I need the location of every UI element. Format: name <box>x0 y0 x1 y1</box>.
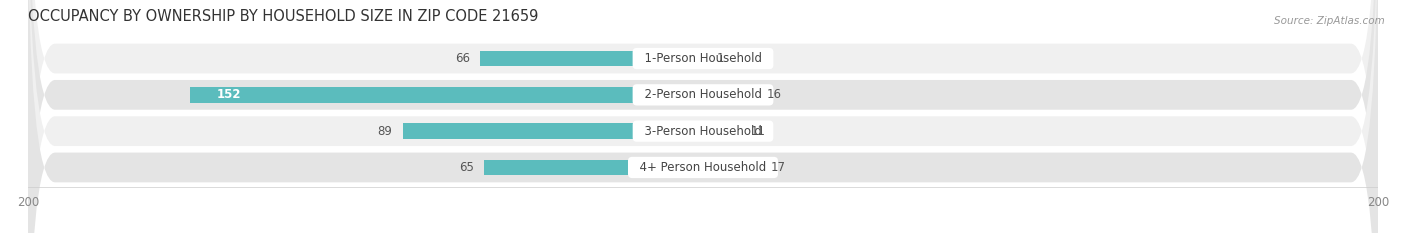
FancyBboxPatch shape <box>28 0 1378 233</box>
Bar <box>402 123 703 139</box>
Text: 89: 89 <box>378 125 392 138</box>
FancyBboxPatch shape <box>28 0 1378 233</box>
Bar <box>703 87 756 103</box>
Bar <box>703 51 706 66</box>
FancyBboxPatch shape <box>28 0 1378 233</box>
Bar <box>703 123 740 139</box>
Text: 2-Person Household: 2-Person Household <box>637 88 769 101</box>
Text: Source: ZipAtlas.com: Source: ZipAtlas.com <box>1274 16 1385 26</box>
Text: 65: 65 <box>458 161 474 174</box>
Text: 66: 66 <box>456 52 470 65</box>
Text: 4+ Person Household: 4+ Person Household <box>633 161 773 174</box>
Text: 16: 16 <box>768 88 782 101</box>
Bar <box>481 51 703 66</box>
Text: 3-Person Household: 3-Person Household <box>637 125 769 138</box>
Text: 17: 17 <box>770 161 786 174</box>
Bar <box>484 160 703 175</box>
Text: 152: 152 <box>217 88 242 101</box>
Bar <box>190 87 703 103</box>
Text: 1: 1 <box>717 52 724 65</box>
Text: OCCUPANCY BY OWNERSHIP BY HOUSEHOLD SIZE IN ZIP CODE 21659: OCCUPANCY BY OWNERSHIP BY HOUSEHOLD SIZE… <box>28 9 538 24</box>
Text: 1-Person Household: 1-Person Household <box>637 52 769 65</box>
FancyBboxPatch shape <box>28 0 1378 233</box>
Text: 11: 11 <box>751 125 765 138</box>
Bar <box>703 160 761 175</box>
